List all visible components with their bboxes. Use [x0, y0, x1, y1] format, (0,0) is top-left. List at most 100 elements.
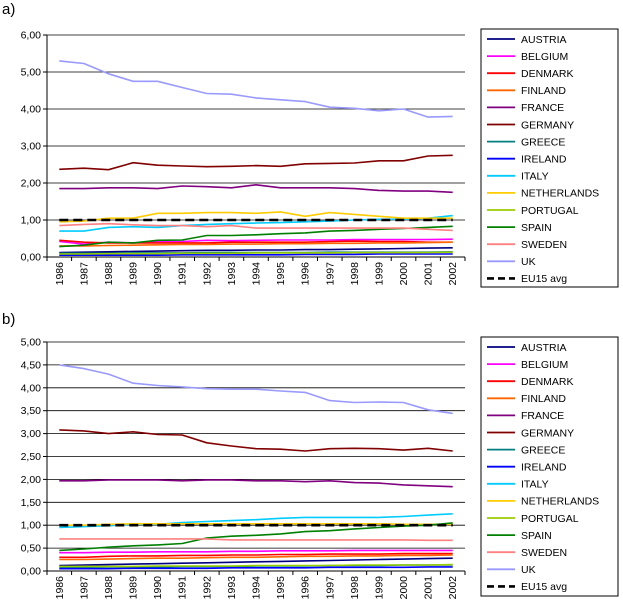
legend-label-greece: GREECE — [521, 444, 565, 456]
series-line-austria — [59, 247, 453, 254]
legend-label-uk: UK — [521, 564, 536, 576]
x-tick-label: 1987 — [78, 576, 90, 600]
x-tick-label: 1993 — [226, 262, 238, 286]
legend-label-sweden: SWEDEN — [521, 547, 567, 559]
x-tick-label: 1993 — [226, 576, 238, 600]
x-tick-label: 2001 — [423, 262, 435, 286]
legend-label-germany: GERMANY — [521, 119, 574, 131]
series-line-uk — [59, 364, 453, 415]
y-tick-label: 4,00 — [21, 104, 42, 116]
x-tick-label: 1989 — [128, 576, 140, 600]
x-tick-label: 1998 — [349, 262, 361, 286]
legend-label-austria: AUSTRIA — [521, 34, 567, 46]
x-tick-label: 1997 — [324, 262, 336, 286]
legend-label-uk: UK — [521, 256, 536, 268]
y-tick-label: 1,50 — [21, 497, 42, 509]
x-tick-label: 1995 — [275, 262, 287, 286]
legend-label-portugal: PORTUGAL — [521, 513, 579, 525]
x-tick-label: 1998 — [349, 576, 361, 600]
legend-label-ireland: IRELAND — [521, 462, 567, 474]
y-tick-label: 0,50 — [21, 543, 42, 555]
legend-label-belgium: BELGIUM — [521, 51, 568, 63]
x-tick-label: 2002 — [447, 262, 459, 286]
legend-label-netherlands: NETHERLANDS — [521, 188, 599, 200]
series-line-spain — [59, 225, 453, 248]
y-tick-label: 2,00 — [21, 178, 42, 190]
series-line-portugal — [59, 563, 453, 568]
y-tick-label: 4,00 — [21, 382, 42, 394]
series-line-germany — [59, 429, 453, 452]
x-tick-label: 1999 — [373, 262, 385, 286]
y-tick-label: 2,00 — [21, 474, 42, 486]
series-line-portugal — [59, 251, 453, 255]
legend-label-denmark: DENMARK — [521, 68, 574, 80]
legend-label-spain: SPAIN — [521, 222, 552, 234]
x-tick-label: 1994 — [251, 576, 263, 600]
y-tick-label: 5,00 — [21, 337, 42, 349]
y-tick-label: 4,50 — [21, 359, 42, 371]
x-tick-label: 1989 — [128, 262, 140, 286]
legend-label-finland: FINLAND — [521, 393, 566, 405]
x-tick-label: 2001 — [423, 576, 435, 600]
chart-panel-b: b) 0,00 0,50 1,00 1,50 2,00 2,50 3,00 3,50 4,00 4,… — [2, 311, 619, 600]
x-tick-label: 1999 — [373, 576, 385, 600]
series-line-france — [59, 479, 453, 488]
x-tick-label: 1988 — [103, 576, 115, 600]
series-line-ireland — [59, 253, 453, 256]
series-line-belgium — [59, 549, 453, 554]
y-tick-label: 3,00 — [21, 141, 42, 153]
series-line-spain — [59, 522, 453, 552]
x-tick-label: 1986 — [54, 262, 66, 286]
legend-label-finland: FINLAND — [521, 85, 566, 97]
x-tick-label: 1992 — [201, 576, 213, 600]
series-line-denmark — [59, 552, 453, 559]
y-tick-label: 6,00 — [21, 30, 42, 42]
y-tick-label: 5,00 — [21, 67, 42, 79]
series-line-netherlands — [59, 211, 453, 223]
legend-label-germany: GERMANY — [521, 427, 574, 439]
series-line-france — [59, 184, 453, 194]
x-tick-label: 1991 — [177, 576, 189, 600]
y-tick-label: 3,50 — [21, 405, 42, 417]
x-tick-label: 1996 — [300, 576, 312, 600]
y-tick-label: 0,00 — [21, 566, 42, 578]
series-line-germany — [59, 154, 453, 171]
series-line-austria — [59, 557, 453, 567]
panel-label: a) — [2, 1, 15, 18]
legend-label-italy: ITALY — [521, 479, 549, 491]
series-line-finland — [59, 554, 453, 561]
x-tick-label: 1988 — [103, 262, 115, 286]
legend-label-ireland: IRELAND — [521, 154, 567, 166]
series-line-uk — [59, 60, 453, 118]
x-tick-label: 1986 — [54, 576, 66, 600]
legend-label-eu15-avg: EU15 avg — [521, 581, 567, 593]
legend-label-belgium: BELGIUM — [521, 359, 568, 371]
legend-label-italy: ITALY — [521, 171, 549, 183]
series-line-sweden — [59, 222, 453, 232]
panel-label: b) — [2, 311, 15, 328]
x-tick-label: 1990 — [152, 262, 164, 286]
y-tick-label: 2,50 — [21, 451, 42, 463]
series-line-finland — [59, 241, 453, 247]
legend-label-denmark: DENMARK — [521, 376, 574, 388]
series-line-ireland — [59, 566, 453, 570]
x-tick-label: 2000 — [398, 262, 410, 286]
legend-label-greece: GREECE — [521, 136, 565, 148]
x-tick-label: 1996 — [300, 262, 312, 286]
y-tick-label: 0,00 — [21, 252, 42, 264]
legend-label-france: FRANCE — [521, 410, 564, 422]
x-tick-label: 2000 — [398, 576, 410, 600]
series-line-sweden — [59, 538, 453, 542]
legend-label-eu15-avg: EU15 avg — [521, 273, 567, 285]
legend-label-sweden: SWEDEN — [521, 239, 567, 251]
x-tick-label: 1987 — [78, 262, 90, 286]
x-tick-label: 1991 — [177, 262, 189, 286]
legend-label-austria: AUSTRIA — [521, 342, 567, 354]
legend-label-france: FRANCE — [521, 102, 564, 114]
chart-panel-a: a) 0,00 1,00 2,00 3,00 4,00 5,00 6,00 1986 1987 19… — [2, 1, 619, 288]
x-tick-label: 1997 — [324, 576, 336, 600]
x-tick-label: 1990 — [152, 576, 164, 600]
legend-label-spain: SPAIN — [521, 530, 552, 542]
y-tick-label: 1,00 — [21, 215, 42, 227]
